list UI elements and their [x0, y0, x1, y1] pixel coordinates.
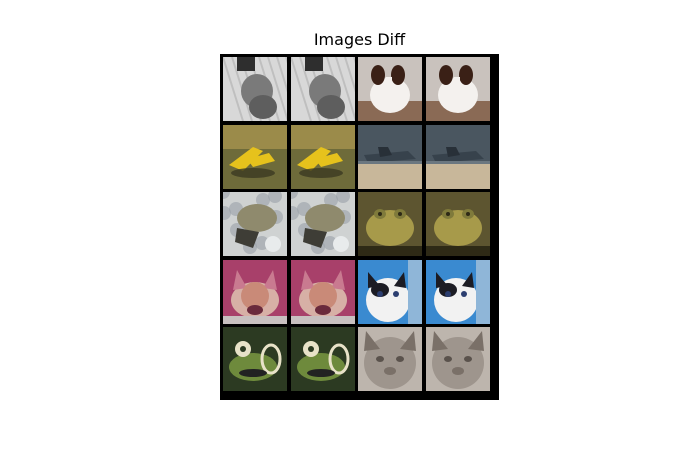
fox-magenta-image — [223, 259, 287, 324]
image-tile — [425, 124, 490, 189]
image-tile — [290, 327, 355, 391]
image-tile — [223, 124, 287, 189]
papillon-dog-image — [425, 57, 490, 121]
papillon-dog-image — [358, 57, 422, 121]
gray-airplane-image — [425, 124, 490, 189]
image-grid — [220, 54, 499, 400]
kitten-blue-image — [425, 259, 490, 324]
image-tile — [290, 124, 355, 189]
image-tile — [223, 259, 287, 324]
green-frog-image — [425, 192, 490, 256]
image-tile — [358, 124, 422, 189]
image-tile — [290, 259, 355, 324]
frog-rocks-image — [290, 192, 355, 256]
gray-cat-image — [290, 57, 355, 121]
image-tile — [425, 259, 490, 324]
image-tile — [358, 192, 422, 256]
yellow-airplane-image — [290, 124, 355, 189]
image-tile — [223, 327, 287, 391]
kitten-blue-image — [358, 259, 422, 324]
image-tile — [223, 192, 287, 256]
image-tile — [358, 259, 422, 324]
figure-title: Images Diff — [313, 30, 406, 49]
image-tile — [290, 192, 355, 256]
gray-cat-face-image — [425, 327, 490, 391]
frog-rocks-image — [223, 192, 287, 256]
frog-dark-image — [223, 327, 287, 391]
gray-cat-face-image — [358, 327, 422, 391]
green-frog-image — [358, 192, 422, 256]
image-tile — [425, 57, 490, 121]
image-tile — [358, 327, 422, 391]
image-tile — [425, 192, 490, 256]
image-tile — [223, 57, 287, 121]
fox-magenta-image — [290, 259, 355, 324]
gray-airplane-image — [358, 124, 422, 189]
image-tile — [290, 57, 355, 121]
image-tile — [425, 327, 490, 391]
image-tile — [358, 57, 422, 121]
frog-dark-image — [290, 327, 355, 391]
gray-cat-image — [223, 57, 287, 121]
yellow-airplane-image — [223, 124, 287, 189]
